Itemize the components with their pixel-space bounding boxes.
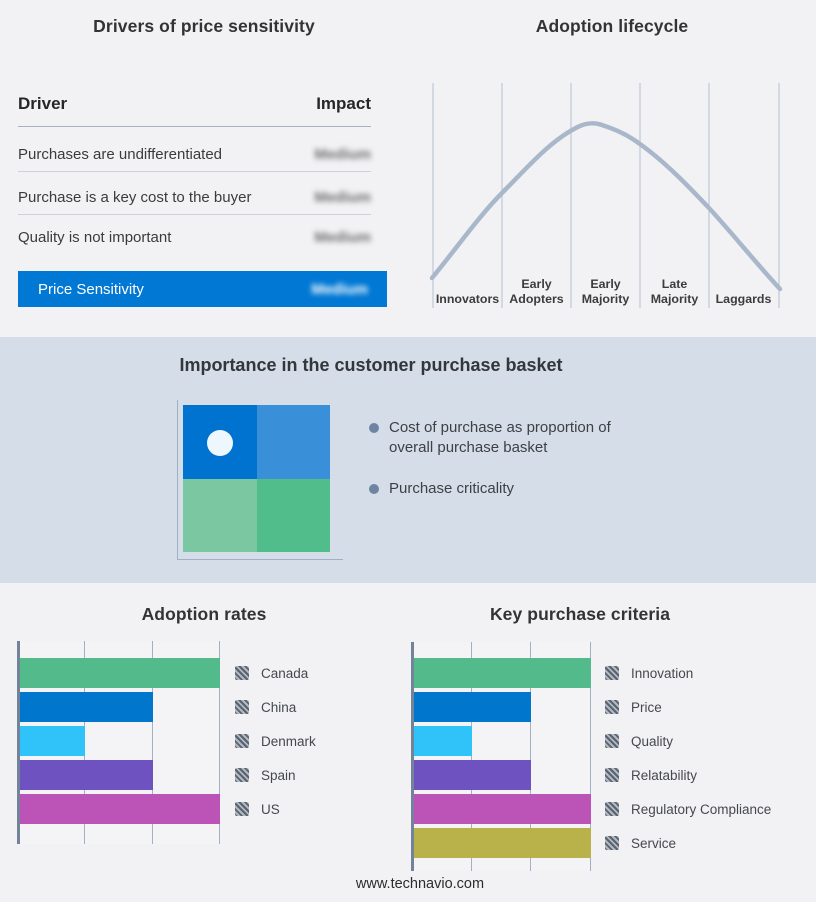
quadrant-y-axis: [177, 400, 178, 560]
quadrant-bottom-left: [183, 478, 257, 552]
bullet-text: Cost of purchase as proportion of overal…: [389, 419, 611, 456]
legend-item-price: Price: [605, 699, 662, 715]
hatched-swatch-icon: [605, 836, 619, 850]
hatched-swatch-icon: [235, 802, 249, 816]
legend-label: Service: [631, 835, 677, 851]
bar-relatability: [414, 760, 532, 790]
impact-cell-blurred: Medium: [314, 145, 371, 163]
table-header-rule: [18, 126, 371, 127]
key-purchase-criteria-y-axis: [411, 642, 414, 871]
legend-item-quality: Quality: [605, 733, 674, 749]
legend-label: China: [261, 699, 297, 715]
legend-label: Canada: [261, 665, 309, 681]
bar-price: [414, 692, 532, 722]
impact-cell-blurred: Medium: [314, 228, 371, 246]
price-sensitivity-highlight-bar: Price Sensitivity Medium: [18, 271, 387, 307]
bar-denmark: [20, 726, 86, 756]
legend-item-us: US: [235, 801, 280, 817]
driver-cell: Quality is not important: [18, 228, 172, 246]
bell-curve-line: [429, 121, 783, 292]
legend-label: US: [261, 801, 280, 817]
column-header-impact: Impact: [316, 94, 371, 113]
adoption-rates-plot: [18, 641, 220, 844]
legend-label: Quality: [631, 733, 674, 749]
legend-item-service: Service: [605, 835, 677, 851]
stage-label-late-majority: Late Majority: [650, 277, 699, 306]
stage-label-laggards: Laggards: [715, 292, 772, 306]
price-sensitivity-label: Price Sensitivity: [38, 280, 144, 298]
stage-label-early-adopters: Early Adopters: [509, 277, 564, 306]
hatched-swatch-icon: [235, 700, 249, 714]
table-row: Purchase is a key cost to the buyer Medi…: [18, 183, 371, 211]
bar-quality: [414, 726, 472, 756]
legend-label: Regulatory Compliance: [631, 801, 772, 817]
stage-label-early-majority: Early Majority: [581, 277, 630, 306]
table-row: Quality is not important Medium: [18, 223, 371, 251]
legend-label: Innovation: [631, 665, 694, 681]
bar-china: [20, 692, 153, 722]
adoption-rates-y-axis: [17, 641, 20, 844]
position-marker-dot: [207, 430, 233, 456]
drivers-table-header: Driver Impact: [18, 94, 371, 114]
legend-item-relatability: Relatability: [605, 767, 698, 783]
gridline: [590, 642, 591, 871]
gridline: [470, 642, 472, 871]
purchase-basket-title: Importance in the customer purchase bask…: [179, 355, 563, 375]
driver-cell: Purchases are undifferentiated: [18, 145, 223, 163]
table-row: Purchases are undifferentiated Medium: [18, 140, 371, 168]
purchase-basket-quadrant: [183, 405, 330, 552]
lifecycle-chart: [429, 83, 783, 308]
quadrant-bottom-right: [256, 478, 330, 552]
row-divider: [18, 171, 371, 172]
stage-label-innovators: Innovators: [435, 292, 500, 306]
bullet-icon: [369, 484, 379, 494]
impact-cell-blurred: Medium: [314, 188, 371, 206]
legend-item-spain: Spain: [235, 767, 296, 783]
impact-cell-blurred: Medium: [311, 280, 368, 298]
hatched-swatch-icon: [605, 700, 619, 714]
legend-label: Relatability: [631, 767, 698, 783]
key-purchase-criteria-title: Key purchase criteria: [489, 604, 671, 624]
hatched-swatch-icon: [605, 666, 619, 680]
quadrant-x-axis: [177, 559, 343, 560]
legend-label: Price: [631, 699, 662, 715]
purchase-basket-band: [0, 337, 816, 583]
gridline: [530, 642, 532, 871]
bar-innovation: [414, 658, 591, 688]
legend-item-china: China: [235, 699, 297, 715]
drivers-panel-title: Drivers of price sensitivity: [93, 16, 315, 36]
bar-canada: [20, 658, 220, 688]
legend-item-innovation: Innovation: [605, 665, 694, 681]
legend-item-regulatory-compliance: Regulatory Compliance: [605, 801, 772, 817]
bar-regulatory-compliance: [414, 794, 591, 824]
hatched-swatch-icon: [605, 802, 619, 816]
bullet-text: Purchase criticality: [389, 480, 515, 497]
bar-spain: [20, 760, 153, 790]
lifecycle-panel-title: Adoption lifecycle: [535, 16, 689, 36]
quadrant-top-right: [256, 405, 330, 479]
gridline: [151, 641, 153, 844]
hatched-swatch-icon: [235, 666, 249, 680]
key-purchase-criteria-legend: Innovation Price Quality Relatability Regula…: [605, 642, 816, 871]
adoption-rates-title: Adoption rates: [141, 604, 267, 624]
legend-label: Denmark: [261, 733, 316, 749]
column-header-driver: Driver: [18, 94, 68, 113]
hatched-swatch-icon: [605, 734, 619, 748]
website-url: www.technavio.com: [355, 876, 485, 892]
hatched-swatch-icon: [605, 768, 619, 782]
bar-us: [20, 794, 220, 824]
bullet-icon: [369, 423, 379, 433]
hatched-swatch-icon: [235, 734, 249, 748]
legend-label: Spain: [261, 767, 296, 783]
hatched-swatch-icon: [235, 768, 249, 782]
legend-item-canada: Canada: [235, 665, 309, 681]
key-purchase-criteria-plot: [412, 642, 591, 871]
row-divider: [18, 214, 371, 215]
bar-service: [414, 828, 591, 858]
driver-cell: Purchase is a key cost to the buyer: [18, 188, 252, 206]
legend-item-denmark: Denmark: [235, 733, 316, 749]
adoption-rates-legend: Canada China Denmark Spain US: [235, 641, 405, 844]
gridline: [219, 641, 220, 844]
